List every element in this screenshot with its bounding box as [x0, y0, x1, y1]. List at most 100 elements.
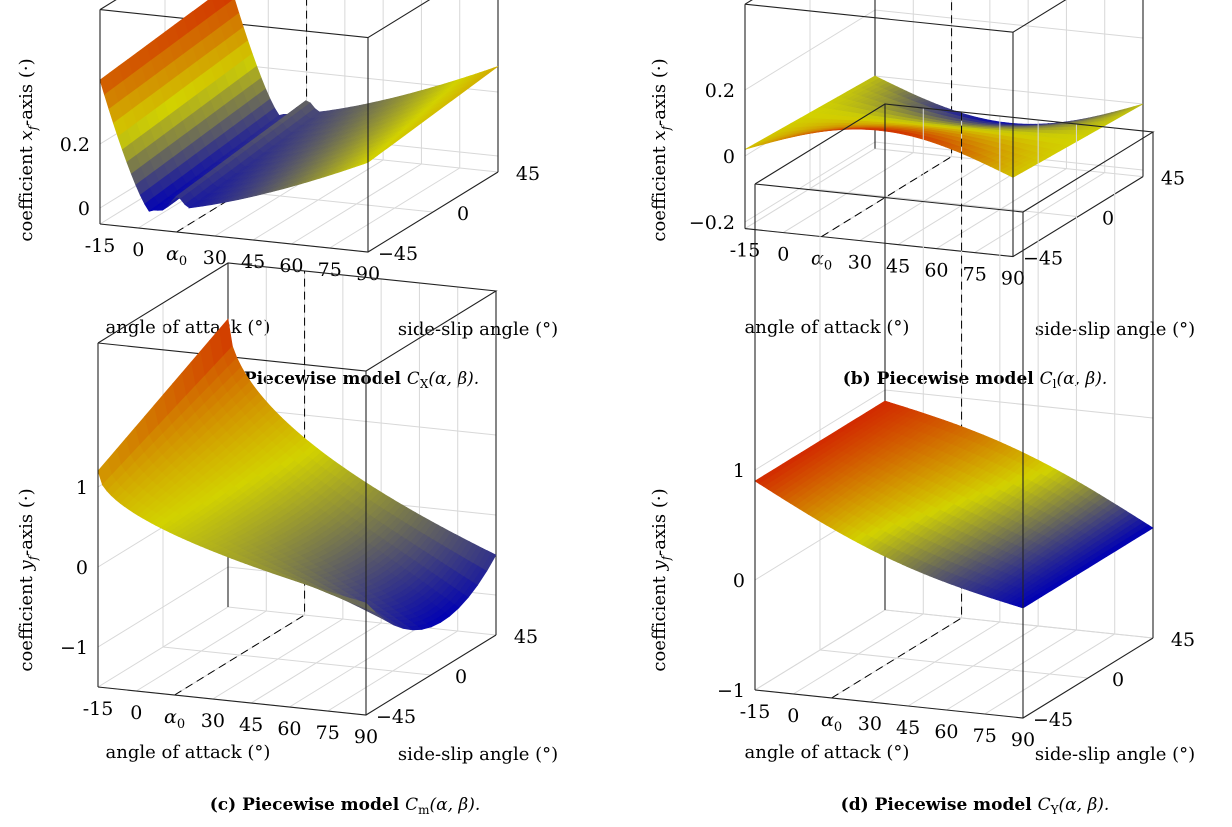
box-top — [99, 0, 431, 39]
z-tick-label: 1 — [733, 460, 745, 482]
x-tick-label: α0 — [811, 248, 832, 274]
x-tick-label: -15 — [83, 698, 114, 720]
x-tick-label: 60 — [279, 255, 303, 277]
z-tick-label: 1 — [76, 477, 88, 499]
x-tick-label: 0 — [132, 239, 144, 261]
x-tick-label: 30 — [848, 252, 872, 274]
caption-args: (α, β). — [428, 369, 479, 389]
axis-box — [744, 0, 1144, 177]
x-tick-label: 45 — [241, 251, 265, 273]
x-tick-label: 90 — [1001, 268, 1025, 290]
x-tick-label: α0 — [821, 709, 842, 735]
surface — [97, 318, 497, 631]
y-tick-label: −45 — [376, 706, 416, 728]
caption-args: (α, β). — [430, 795, 481, 815]
surface-patch — [1007, 169, 1023, 178]
x-tick-label: α0 — [166, 243, 187, 269]
caption-text: Piecewise model — [875, 795, 1038, 815]
z-axis-label-prefix: coefficient — [649, 570, 670, 671]
x-tick-label-sub: 0 — [177, 717, 185, 732]
z-axis-label-suffix: -axis (·) — [649, 58, 670, 125]
z-tick-label: −1 — [60, 637, 88, 659]
caption-tag: (b) — [843, 369, 877, 389]
x-tick-label: 60 — [924, 260, 948, 282]
x-tick-label: 0 — [130, 702, 142, 724]
surface — [754, 400, 1154, 609]
z-axis-label: coefficient xf-axis (·) — [16, 58, 40, 241]
caption-subscript: l — [1053, 377, 1057, 391]
surface-patch — [363, 155, 378, 165]
panel-caption: (d) Piecewise model CY(α, β). — [841, 795, 1110, 817]
z-axis-label-sub: f — [26, 123, 40, 131]
z-axis-label-suffix: -axis (·) — [16, 58, 37, 125]
z-tick-label: 0 — [76, 557, 88, 579]
surface — [744, 75, 1144, 178]
y-tick-label: 0 — [1102, 208, 1114, 230]
x-tick-label: 75 — [316, 722, 340, 744]
x-tick-label: 45 — [886, 256, 910, 278]
x-tick-label: 60 — [934, 721, 958, 743]
gridline-floor — [809, 188, 1079, 218]
x-axis-label: angle of attack (°) — [745, 317, 910, 338]
x-tick-label: -15 — [85, 235, 116, 257]
x-axis-label: angle of attack (°) — [106, 742, 271, 763]
gridline-floor — [227, 606, 497, 636]
alpha0-reference-line — [821, 0, 953, 238]
z-tick-label: 0 — [723, 146, 735, 168]
z-tick-label: 0 — [78, 198, 90, 220]
z-axis-label-var: x — [16, 130, 37, 140]
x-tick-label: 90 — [1011, 729, 1035, 751]
caption-args: (α, β). — [1059, 795, 1110, 815]
caption-subscript: X — [420, 377, 429, 391]
x-tick-label: 0 — [777, 244, 789, 266]
x-tick-label-sub: 0 — [824, 259, 832, 274]
y-tick-label: 45 — [516, 163, 540, 185]
z-axis-label-var: x — [649, 130, 670, 140]
x-tick-label: 30 — [203, 247, 227, 269]
x-tick-label: 45 — [239, 714, 263, 736]
grid — [754, 104, 1154, 719]
alpha0-reference-line — [174, 271, 306, 696]
x-tick-label: 30 — [858, 713, 882, 735]
gridline-floor — [819, 649, 1089, 679]
gridline-z — [744, 9, 1144, 91]
y-tick-label: −45 — [378, 243, 418, 265]
x-tick-label: 75 — [318, 259, 342, 281]
x-tick-label: 30 — [201, 710, 225, 732]
y-axis-label: side-slip angle (°) — [1035, 744, 1195, 765]
x-tick-label: 90 — [354, 726, 378, 748]
x-tick-label: 45 — [896, 717, 920, 739]
y-tick-label: 0 — [457, 203, 469, 225]
x-tick-label: -15 — [730, 240, 761, 262]
x-tick-label: 75 — [973, 725, 997, 747]
x-tick-label: 0 — [787, 705, 799, 727]
z-axis-label-suffix: -axis (·) — [16, 488, 37, 555]
caption-symbol: C — [405, 795, 418, 815]
y-tick-label: 45 — [514, 626, 538, 648]
gridline-floor — [162, 646, 432, 676]
z-axis-label: coefficient yf-axis (·) — [649, 488, 673, 671]
y-axis-label: side-slip angle (°) — [398, 319, 558, 340]
y-tick-label: −45 — [1023, 248, 1063, 270]
x-tick-label: 60 — [277, 718, 301, 740]
x-tick-label: α0 — [164, 706, 185, 732]
z-axis-label-prefix: coefficient — [649, 140, 670, 241]
z-tick-label: −1 — [717, 680, 745, 702]
x-tick-label: -15 — [740, 701, 771, 723]
caption-symbol: C — [407, 369, 420, 389]
caption-tag: (c) — [210, 795, 242, 815]
panel-caption: (c) Piecewise model Cm(α, β). — [210, 795, 481, 817]
y-tick-label: 45 — [1161, 168, 1185, 190]
surface — [99, 0, 499, 212]
y-tick-label: 0 — [1112, 669, 1124, 691]
caption-text: Piecewise model — [244, 369, 407, 389]
caption-symbol: C — [1038, 795, 1051, 815]
z-tick-label: 0.2 — [60, 134, 90, 156]
y-tick-label: −45 — [1033, 709, 1073, 731]
x-tick-label: 90 — [356, 263, 380, 285]
caption-subscript: m — [418, 803, 430, 817]
